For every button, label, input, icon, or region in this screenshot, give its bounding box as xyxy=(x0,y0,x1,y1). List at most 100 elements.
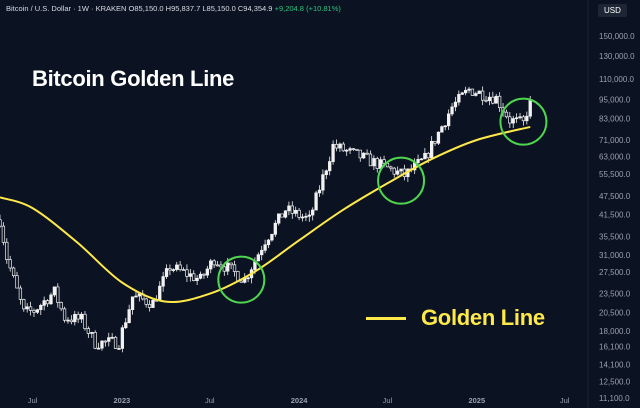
candle-body xyxy=(134,295,138,298)
candle-body xyxy=(178,264,182,270)
candle-body xyxy=(127,309,131,324)
candle-body xyxy=(351,148,356,151)
candle-body xyxy=(59,302,63,310)
candle-body xyxy=(467,88,471,91)
candle-body xyxy=(39,304,43,311)
candle-body xyxy=(32,310,36,313)
candle-body xyxy=(480,90,485,101)
candle-body xyxy=(256,254,260,262)
candle-body xyxy=(188,273,192,277)
candle-body xyxy=(107,337,111,342)
candle-body xyxy=(389,166,393,169)
candle-body xyxy=(528,100,532,117)
candle-body xyxy=(317,189,322,194)
candle-body xyxy=(120,327,125,349)
candle-body xyxy=(511,118,515,124)
y-tick-label: 23,500.0 xyxy=(599,290,631,299)
candle-body xyxy=(474,93,478,96)
candle-body xyxy=(202,273,206,276)
candle-body xyxy=(314,192,318,211)
y-tick-label: 130,000.0 xyxy=(599,52,635,61)
candle-body xyxy=(62,308,67,321)
candle-body xyxy=(263,244,267,251)
currency-button[interactable]: USD xyxy=(598,4,627,17)
candle-body xyxy=(96,347,101,350)
candle-body xyxy=(8,259,12,269)
candle-body xyxy=(0,219,2,227)
candle-body xyxy=(446,113,451,127)
candle-body xyxy=(450,106,454,115)
y-tick-label: 95,000.0 xyxy=(599,96,631,105)
candle-body xyxy=(175,264,179,270)
candle-body xyxy=(226,262,230,272)
candle-body xyxy=(18,287,23,300)
legend-swatch xyxy=(366,316,406,320)
y-tick-label: 27,500.0 xyxy=(599,268,631,277)
candle-body xyxy=(212,260,216,266)
candle-body xyxy=(396,170,400,175)
golden-line-series xyxy=(0,125,531,304)
candle-body xyxy=(270,233,274,241)
candle-body xyxy=(392,167,396,175)
candle-body xyxy=(35,309,40,313)
x-tick-label: 2023 xyxy=(114,396,131,405)
candle-body xyxy=(100,340,104,349)
highlight-circle xyxy=(499,97,548,146)
candle-body xyxy=(49,294,53,305)
x-tick-label: Jul xyxy=(383,396,393,405)
candle-body xyxy=(93,332,97,349)
candle-body xyxy=(423,152,427,160)
candle-body xyxy=(110,336,114,339)
candle-body xyxy=(470,88,475,96)
y-tick-label: 71,000.0 xyxy=(599,136,631,145)
y-tick-label: 14,100.0 xyxy=(599,361,631,370)
candle-body xyxy=(266,239,271,246)
y-tick-label: 16,100.0 xyxy=(599,342,631,351)
candle-body xyxy=(144,298,148,305)
candle-body xyxy=(83,313,87,329)
y-tick-label: 47,500.0 xyxy=(599,192,631,201)
candle-body xyxy=(192,273,196,281)
candle-body xyxy=(209,260,213,270)
candle-body xyxy=(368,153,373,167)
candle-body xyxy=(477,90,481,94)
y-tick-label: 83,000.0 xyxy=(599,114,631,123)
candle-body xyxy=(164,268,169,277)
candle-body xyxy=(52,286,57,296)
close-value: C94,354.9 xyxy=(237,4,273,13)
candle-body xyxy=(372,158,376,167)
candle-body xyxy=(66,319,70,322)
candle-body xyxy=(484,99,488,102)
candle-body xyxy=(331,143,335,162)
candle-body xyxy=(117,348,121,350)
x-tick-label: Jul xyxy=(205,396,215,405)
candle-body xyxy=(426,152,430,159)
candle-body xyxy=(246,277,250,280)
candle-body xyxy=(433,140,437,144)
candle-body xyxy=(514,117,519,120)
candle-body xyxy=(307,214,311,217)
candle-body xyxy=(205,268,209,276)
y-tick-label: 41,500.0 xyxy=(599,211,631,220)
y-tick-label: 55,500.0 xyxy=(599,170,631,179)
change-value: +9,204.8 (+10.81%) xyxy=(274,4,341,13)
candle-body xyxy=(365,152,369,155)
candle-body xyxy=(504,111,509,118)
candle-body xyxy=(79,313,84,320)
candle-body xyxy=(525,115,529,122)
high-value: H95,837.7 xyxy=(165,4,201,13)
candle-body xyxy=(5,241,9,260)
candle-body xyxy=(222,266,226,272)
candle-body xyxy=(56,286,60,303)
candle-body xyxy=(151,299,155,308)
y-tick-label: 20,500.0 xyxy=(599,309,631,318)
candle-body xyxy=(508,116,512,124)
candle-body xyxy=(124,322,128,329)
candle-body xyxy=(294,209,298,214)
y-tick-label: 11,100.0 xyxy=(599,394,630,403)
symbol-header: Bitcoin / U.S. Dollar · 1W · KRAKEN O85,… xyxy=(6,4,341,13)
candle-body xyxy=(168,268,172,271)
x-tick-label: 2025 xyxy=(468,396,485,405)
